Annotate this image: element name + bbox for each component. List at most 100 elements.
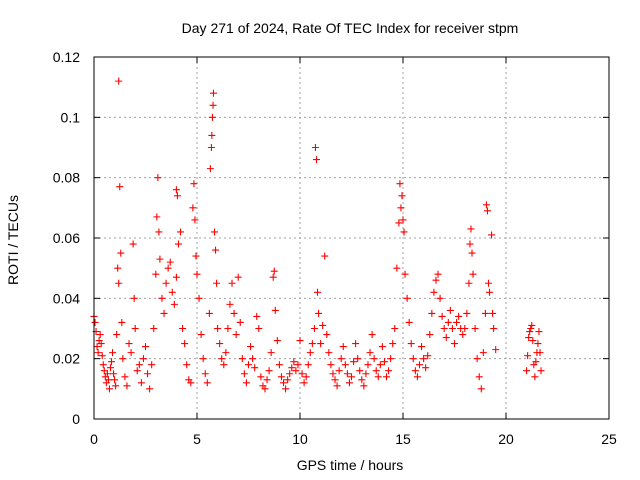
data-point [190,180,198,188]
data-point [436,294,444,302]
data-point [195,294,203,302]
data-point [378,343,386,351]
data-point [112,382,120,390]
data-point [451,340,458,348]
data-point [189,204,197,212]
data-point [310,325,318,332]
x-axis-title: GPS time / hours [297,457,404,473]
data-point [207,144,215,151]
data-point [473,355,481,363]
data-point [468,249,476,257]
data-point [249,355,257,363]
data-point [463,309,471,317]
data-point [232,331,240,339]
data-point [311,144,319,151]
plot-frame [93,56,610,420]
data-point [432,276,440,284]
data-point [422,364,430,372]
data-point [97,340,105,348]
data-point [211,228,219,236]
data-point [364,361,372,369]
data-point [174,240,182,248]
data-point [115,77,123,85]
data-point [245,361,252,369]
data-point [434,270,442,278]
data-point [166,258,174,266]
data-point [537,367,545,375]
data-point [255,325,263,332]
data-point [208,113,216,121]
data-point [224,325,232,332]
data-point [108,358,116,366]
data-point [409,355,417,363]
data-point [482,201,490,209]
data-point [308,340,316,348]
data-point [257,373,265,381]
data-point [275,361,283,369]
data-point [428,309,436,317]
data-point [337,355,345,363]
data-point [118,318,126,326]
data-point [162,279,170,287]
y-tick-label: 0.04 [53,290,80,306]
data-point [154,174,162,182]
x-tick-label: 25 [601,431,617,447]
data-point [465,279,473,287]
y-tick-label: 0.12 [53,49,80,65]
data-point [139,355,147,363]
data-point [172,273,180,281]
data-point [536,349,544,357]
data-point [348,373,355,381]
data-point [424,352,432,360]
x-tick-label: 5 [193,431,201,447]
data-point [372,367,380,375]
y-tick-label: 0.02 [53,351,80,367]
data-point [389,340,397,348]
data-point [399,216,407,224]
data-point [362,370,370,378]
y-tick-label: 0.1 [61,109,81,125]
data-point [488,231,496,239]
chart-title: Day 271 of 2024, Rate Of TEC Index for r… [182,20,519,36]
data-point [93,343,101,351]
data-point [273,337,281,345]
data-point [484,279,492,287]
data-point [137,379,145,387]
data-point [99,361,107,369]
data-point [236,318,244,326]
data-point [486,288,494,296]
data-point [267,349,275,357]
data-point [304,361,312,369]
data-point [531,373,539,381]
data-point [212,246,220,254]
data-point [535,328,543,336]
data-point [286,370,294,378]
data-point [442,334,450,342]
data-point [170,300,178,308]
data-point [160,309,168,317]
data-points [90,77,545,393]
data-point [282,385,290,393]
data-point [208,131,216,139]
x-tick-label: 15 [395,431,411,447]
data-point [418,343,426,351]
data-point [298,370,306,378]
data-point [168,288,176,296]
data-point [109,349,117,357]
data-point [466,240,474,248]
data-point [197,331,205,339]
data-point [312,156,320,164]
data-point [127,349,135,357]
data-point [242,379,250,387]
data-point [391,325,399,332]
data-point [411,367,419,375]
data-point [117,249,125,257]
data-point [135,361,143,369]
grid-lines [94,57,609,419]
data-point [490,325,498,332]
y-tick-label: 0.06 [53,230,80,246]
data-point [360,382,368,390]
data-point [201,370,209,378]
data-point [203,379,211,387]
